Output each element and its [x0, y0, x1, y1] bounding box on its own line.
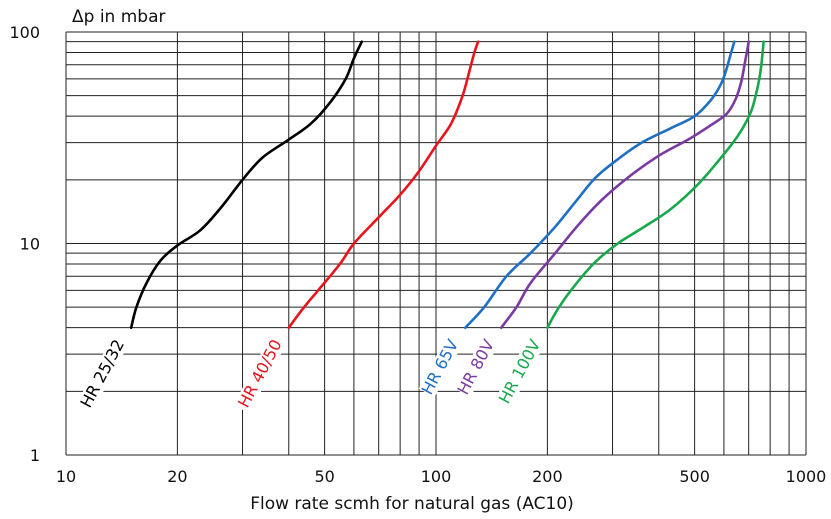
series-label-background — [233, 334, 288, 414]
y-tick-label: 10 — [20, 235, 40, 254]
series-label-background — [418, 334, 464, 398]
x-tick-label: 1000 — [786, 467, 827, 486]
x-tick-label: 50 — [314, 467, 334, 486]
y-tick-label: 1 — [30, 446, 40, 465]
series-label-background — [496, 334, 546, 406]
tick-labels: 10 20 50 100 200 500 1000 1 10 100 — [9, 23, 826, 486]
curves — [129, 40, 765, 329]
grid — [65, 31, 807, 456]
series-line — [464, 40, 736, 329]
series-label-group: HR 100V — [495, 334, 546, 407]
series-line — [129, 40, 364, 329]
y-axis-label: Δp in mbar — [72, 7, 165, 27]
series-label-background — [454, 334, 500, 398]
series-label: HR 25/32 — [76, 336, 128, 411]
series-label-group: HR 25/32 — [75, 334, 130, 414]
x-tick-label: 20 — [167, 467, 187, 486]
x-axis-label: Flow rate scmh for natural gas (AC10) — [250, 494, 574, 514]
series-line — [499, 40, 750, 329]
series-label: HR 100V — [495, 336, 545, 407]
x-tick-label: 10 — [56, 467, 76, 486]
y-tick-label: 100 — [9, 23, 40, 42]
x-tick-label: 100 — [421, 467, 452, 486]
x-tick-label: 200 — [532, 467, 563, 486]
series-label-background — [75, 334, 130, 414]
series-label-group: HR 40/50 — [233, 334, 288, 414]
x-tick-label: 500 — [679, 467, 710, 486]
series-line — [546, 40, 765, 329]
series-label: HR 40/50 — [234, 336, 286, 411]
series-line — [287, 40, 480, 329]
